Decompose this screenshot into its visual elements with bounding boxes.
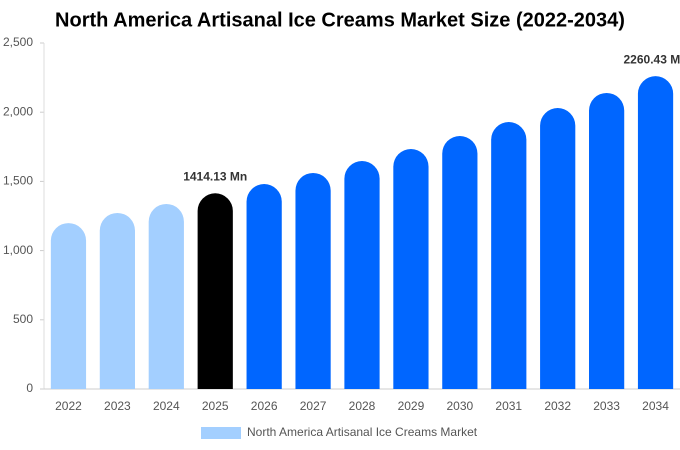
bar [197, 193, 233, 389]
chart-title: North America Artisanal Ice Creams Marke… [55, 9, 625, 31]
legend-swatch [201, 427, 241, 439]
bar [442, 136, 478, 389]
x-tick-label: 2030 [446, 399, 473, 413]
bar [589, 92, 625, 389]
y-tick-label: 2,500 [3, 35, 33, 49]
bar [491, 122, 527, 389]
x-tick-label: 2033 [593, 399, 620, 413]
x-tick-label: 2025 [202, 399, 229, 413]
bar [295, 172, 331, 389]
x-tick-label: 2034 [642, 399, 669, 413]
bar [344, 161, 380, 389]
y-tick-label: 500 [13, 312, 33, 326]
value-label: 1414.13 Mn [183, 169, 247, 183]
x-tick-label: 2028 [349, 399, 376, 413]
y-tick-label: 2,000 [3, 104, 33, 118]
bar [148, 203, 184, 389]
x-tick-label: 2026 [251, 399, 278, 413]
legend-label: North America Artisanal Ice Creams Marke… [247, 425, 478, 439]
x-tick-label: 2027 [300, 399, 327, 413]
x-tick-label: 2023 [104, 399, 131, 413]
x-tick-label: 2024 [153, 399, 180, 413]
y-tick-label: 0 [26, 381, 33, 395]
x-tick-label: 2032 [544, 399, 571, 413]
value-label: 2260.43 Mn [624, 52, 680, 66]
x-tick-label: 2022 [55, 399, 82, 413]
bar [50, 223, 87, 389]
bar [637, 76, 674, 389]
y-tick-label: 1,500 [3, 174, 33, 188]
x-tick-label: 2029 [398, 399, 425, 413]
y-tick-label: 1,000 [3, 243, 33, 257]
bar [246, 184, 282, 389]
bar [540, 108, 576, 389]
bar [393, 149, 429, 389]
bar [99, 212, 135, 389]
x-tick-label: 2031 [495, 399, 522, 413]
